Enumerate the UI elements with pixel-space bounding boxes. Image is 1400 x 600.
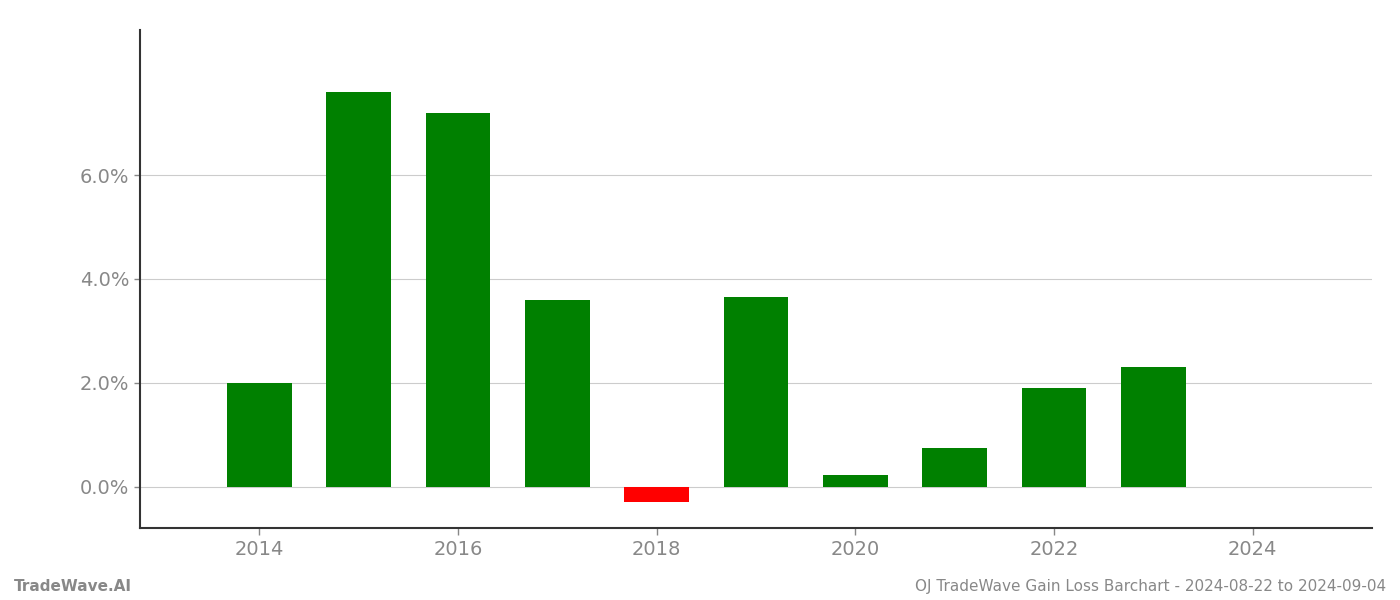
Bar	[624, 487, 689, 502]
Bar	[525, 300, 589, 487]
Bar	[1022, 388, 1086, 487]
Bar	[1121, 367, 1186, 487]
Bar	[426, 113, 490, 487]
Bar	[326, 92, 391, 487]
Text: OJ TradeWave Gain Loss Barchart - 2024-08-22 to 2024-09-04: OJ TradeWave Gain Loss Barchart - 2024-0…	[914, 579, 1386, 594]
Text: TradeWave.AI: TradeWave.AI	[14, 579, 132, 594]
Bar	[823, 475, 888, 487]
Bar	[227, 383, 291, 487]
Bar	[724, 297, 788, 487]
Bar	[923, 448, 987, 487]
